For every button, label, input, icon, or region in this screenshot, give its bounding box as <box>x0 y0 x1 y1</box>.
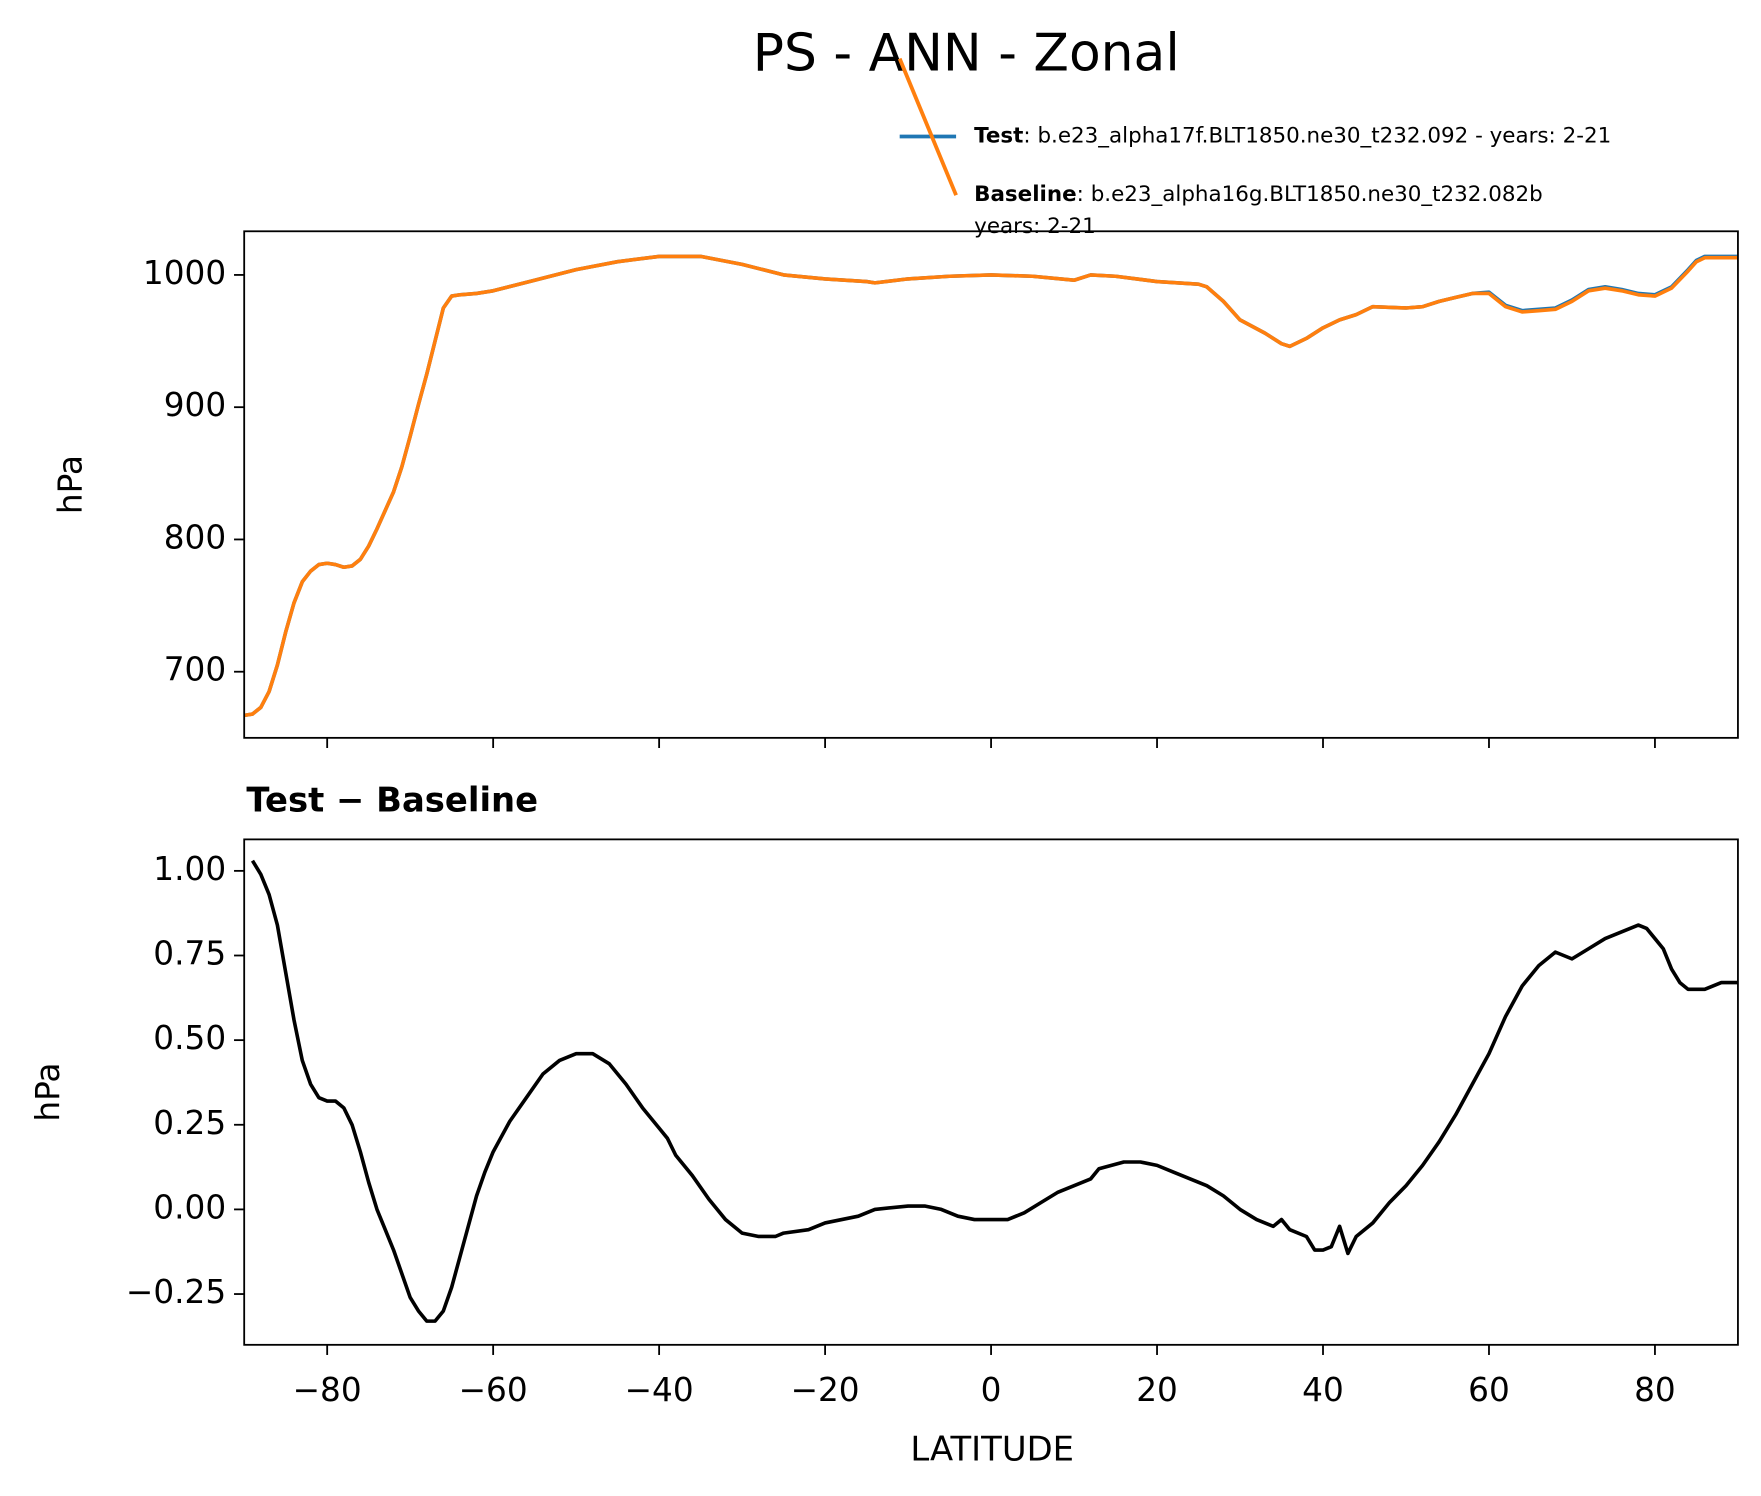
panel-subtitle: Test − Baseline <box>246 781 538 820</box>
y-tick-label: 0.75 <box>153 935 226 973</box>
legend-label: Test: b.e23_alpha17f.BLT1850.ne30_t232.0… <box>974 124 1611 149</box>
plot-area <box>244 254 1738 718</box>
y-axis-label: hPa <box>52 455 90 514</box>
x-tick-label: 80 <box>1634 1371 1676 1409</box>
x-axis-label: LATITUDE <box>910 1429 1074 1468</box>
legend-name: Test <box>974 124 1023 149</box>
plot-area <box>250 859 1738 1323</box>
y-tick-label: 700 <box>164 651 226 689</box>
x-tick-label: −60 <box>459 1371 528 1409</box>
y-tick-label: 800 <box>164 518 226 556</box>
data-line <box>244 254 1738 718</box>
y-tick-label: 0.00 <box>153 1188 226 1226</box>
legend-swatch <box>897 57 958 196</box>
x-tick-label: 0 <box>981 1371 1002 1409</box>
legend-label: years: 2-21 <box>974 214 1096 239</box>
x-tick-label: −20 <box>791 1371 860 1409</box>
y-tick-label: −0.25 <box>126 1273 226 1311</box>
axes-frame <box>243 838 1739 1346</box>
x-tick-label: 40 <box>1302 1371 1344 1409</box>
legend-description: years: 2-21 <box>974 214 1096 239</box>
y-tick-label: 1.00 <box>153 850 226 888</box>
legend-label: Baseline: b.e23_alpha16g.BLT1850.ne30_t2… <box>974 182 1543 207</box>
y-tick-label: 900 <box>164 386 226 424</box>
legend-description: : b.e23_alpha16g.BLT1850.ne30_t232.082b <box>1077 182 1543 207</box>
y-axis-label: hPa <box>29 1063 67 1122</box>
legend-name: Baseline <box>974 182 1077 207</box>
y-tick-label: 0.50 <box>153 1019 226 1057</box>
legend-description: : b.e23_alpha17f.BLT1850.ne30_t232.092 -… <box>1023 124 1611 149</box>
data-line <box>250 859 1738 1323</box>
data-line <box>244 254 1738 718</box>
x-tick-label: −80 <box>293 1371 362 1409</box>
x-tick-label: −40 <box>625 1371 694 1409</box>
y-tick-label: 1000 <box>143 254 226 292</box>
chart-title: PS - ANN - Zonal <box>753 23 1180 83</box>
x-tick-label: 20 <box>1136 1371 1178 1409</box>
x-tick-label: 60 <box>1468 1371 1510 1409</box>
y-tick-label: 0.25 <box>153 1104 226 1142</box>
